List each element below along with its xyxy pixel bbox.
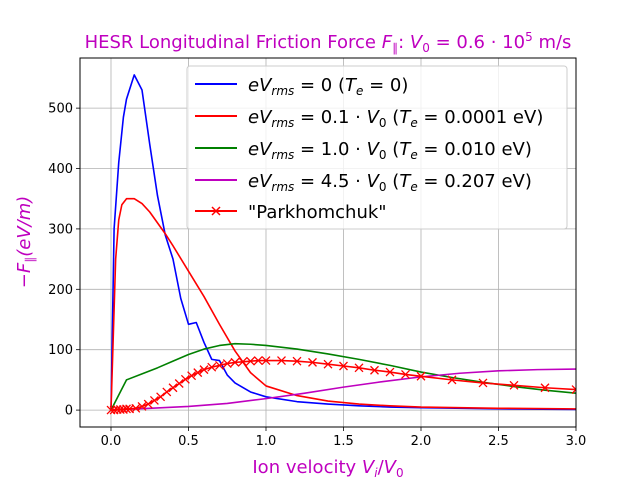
data-point-marker [222, 359, 232, 369]
xlabel-slash: / [378, 457, 385, 478]
title-prefix: HESR Longitudinal Friction Force [85, 32, 382, 53]
data-point-marker [230, 357, 240, 367]
y-tick-label: 300 [48, 222, 73, 237]
series-3 [110, 368, 576, 411]
x-tick-label: 1.5 [333, 434, 354, 449]
data-point-marker [156, 392, 166, 402]
title-unit: m/s [533, 32, 572, 53]
data-point-marker [137, 402, 147, 411]
data-point-marker [292, 356, 302, 366]
legend-label-10: eVrms = 1.0 · V0 (Te = 0.010 eV) [248, 139, 532, 162]
data-point-marker [187, 371, 197, 381]
x-tick-label: 3.0 [566, 434, 587, 449]
legend-entry-parkhomchuk: "Parkhomchuk" [195, 202, 387, 223]
data-point-marker [261, 356, 271, 366]
title-symbol-parallel: ∥ [392, 41, 398, 55]
y-tick-label: 400 [48, 162, 73, 177]
data-point-marker [370, 365, 379, 375]
series-2 [110, 342, 576, 411]
data-point-marker [180, 374, 190, 384]
data-point-marker [308, 357, 317, 367]
title-symbol-zero: 0 [422, 41, 430, 55]
x-tick-label: 0.0 [101, 434, 122, 449]
chart-title: HESR Longitudinal Friction Force F∥: V0 … [85, 30, 572, 55]
legend: eVrms = 0 (Te = 0) eVrms = 0.1 · V0 (Te … [186, 65, 568, 230]
data-point-marker [339, 361, 348, 371]
y-tick-label: 500 [48, 102, 73, 117]
ylabel-unit: (eV/m) [14, 196, 35, 257]
series-layer [106, 74, 576, 415]
plot-frame [79, 57, 577, 428]
data-point-marker [174, 379, 184, 388]
x-tick-label: 2.5 [488, 434, 509, 449]
legend-entry-ideal: eVrms = 0 (Te = 0) [195, 75, 408, 98]
xlabel-i: i [374, 466, 378, 480]
series-0 [110, 74, 576, 411]
data-point-marker [215, 360, 224, 370]
data-point-marker [447, 375, 457, 385]
title-symbol-f: F [382, 32, 393, 53]
series-line [110, 342, 576, 411]
legend-entry-45: eVrms = 4.5 · V0 (Te = 0.207 eV) [195, 171, 532, 194]
data-point-marker [385, 367, 395, 377]
series-1 [110, 197, 576, 411]
legend-entry-01: eVrms = 0.1 · V0 (Te = 0.0001 eV) [195, 107, 543, 130]
series-line [110, 368, 576, 411]
series-line [110, 74, 576, 411]
data-point-marker [246, 356, 255, 366]
legend-entry-10: eVrms = 1.0 · V0 (Te = 0.010 eV) [195, 139, 532, 162]
axis-ticks: 0.0 0.5 1.0 1.5 2.0 2.5 3.0 0 100 200 300 400 500 [48, 102, 586, 449]
legend-label-parkhomchuk: "Parkhomchuk" [248, 202, 387, 223]
data-point-marker [207, 362, 217, 372]
data-point-marker [199, 365, 209, 375]
title-equals: = 0.6 · 10 [430, 32, 525, 53]
series-line [110, 197, 576, 411]
data-point-marker [478, 378, 488, 388]
y-axis-label: −F∥(eV/m) [14, 196, 37, 288]
data-point-marker [253, 356, 263, 366]
data-point-marker [277, 356, 286, 366]
data-point-marker [238, 357, 248, 367]
ylabel-parallel: ∥ [23, 257, 37, 263]
y-tick-label: 100 [48, 343, 73, 358]
x-tick-label: 2.0 [411, 434, 432, 449]
data-point-marker [571, 385, 576, 395]
data-point-marker [122, 404, 131, 414]
x-axis-label: Ion velocity Vi/V0 [252, 457, 403, 480]
data-point-marker [323, 359, 333, 369]
data-point-marker [193, 368, 203, 378]
title-colon: : [398, 32, 410, 53]
xlabel-zero: 0 [396, 466, 404, 480]
legend-marker-parkhomchuk [211, 206, 221, 216]
ylabel-f: F [14, 262, 35, 273]
x-tick-label: 1.0 [256, 434, 277, 449]
y-tick-label: 200 [48, 283, 73, 298]
legend-box [186, 65, 568, 230]
xlabel-text: Ion velocity [252, 457, 362, 478]
series-4 [106, 356, 576, 415]
data-point-marker [168, 383, 178, 393]
legend-label-45: eVrms = 4.5 · V0 (Te = 0.207 eV) [248, 171, 532, 194]
xlabel-v0: V [384, 457, 398, 478]
y-tick-label: 0 [65, 404, 73, 419]
xlabel-vi: V [362, 457, 376, 478]
data-point-marker [509, 380, 519, 390]
legend-label-ideal: eVrms = 0 (Te = 0) [248, 75, 408, 98]
ylabel-minus: − [14, 273, 35, 288]
series-line [111, 359, 576, 411]
data-point-marker [401, 369, 410, 379]
title-symbol-v: V [410, 32, 424, 53]
data-point-marker [131, 403, 141, 413]
data-point-marker [162, 387, 172, 397]
legend-label-01: eVrms = 0.1 · V0 (Te = 0.0001 eV) [248, 107, 543, 130]
x-tick-label: 0.5 [178, 434, 199, 449]
data-point-marker [416, 371, 426, 381]
data-point-marker [354, 363, 364, 373]
title-exponent: 5 [525, 30, 533, 44]
data-point-marker [540, 383, 550, 393]
data-point-marker [143, 399, 153, 409]
data-point-marker [149, 395, 159, 405]
